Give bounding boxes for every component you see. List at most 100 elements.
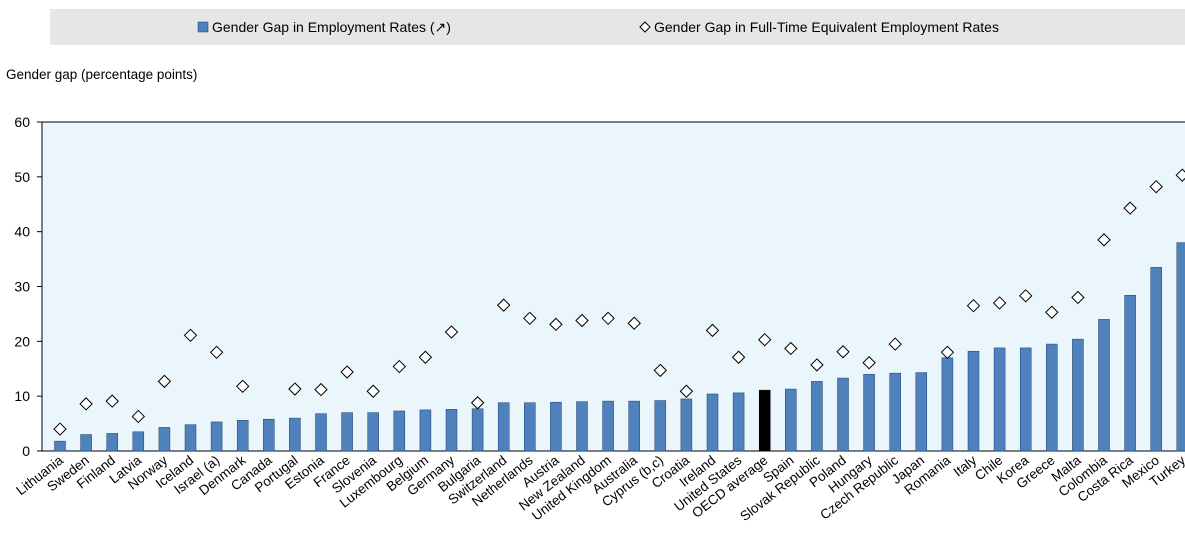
diamond-marker [627, 316, 641, 330]
bar [54, 440, 66, 452]
diamond-marker [705, 323, 720, 338]
diamond-marker [470, 396, 485, 410]
bar [393, 410, 406, 452]
bar [497, 402, 510, 452]
diamond-marker [1149, 179, 1163, 194]
bar [889, 372, 901, 452]
bar [967, 350, 980, 452]
diamond-marker [392, 359, 407, 374]
diamond-marker [1175, 168, 1185, 182]
bar [236, 420, 249, 452]
bar [576, 401, 588, 452]
legend-label: Gender Gap in Full-Time Equivalent Emplo… [654, 19, 999, 35]
diamond-marker [731, 350, 746, 364]
diamond-marker [183, 328, 198, 343]
bar [445, 409, 458, 452]
bar [158, 427, 171, 452]
diamond-marker [888, 337, 902, 351]
bar [941, 357, 954, 452]
diamond-marker [679, 384, 694, 398]
bar [367, 412, 379, 452]
bar [1098, 319, 1110, 452]
diamond-marker [862, 356, 876, 370]
bar [785, 388, 797, 452]
bar [837, 377, 849, 452]
bar [80, 434, 92, 452]
legend-label: Gender Gap in Employment Rates (↗) [212, 19, 451, 35]
bar [315, 413, 327, 452]
bar [419, 409, 432, 452]
diamond-marker [314, 382, 328, 397]
bar [1176, 242, 1185, 452]
diamond-marker [288, 382, 302, 396]
diamond-marker [105, 394, 119, 408]
bar [628, 400, 640, 452]
diamond-marker [1045, 305, 1059, 319]
diamond-marker [340, 365, 354, 379]
y-tick-label: 10 [14, 388, 30, 404]
diamond-marker [940, 345, 955, 360]
diamond-marker [131, 409, 146, 424]
diamond-marker [992, 296, 1007, 310]
bar [210, 421, 223, 452]
diamond-marker [1018, 289, 1033, 303]
diamond-marker [601, 311, 615, 326]
bar [1072, 338, 1084, 452]
bar [1150, 267, 1162, 452]
bar [184, 424, 197, 452]
diamond-marker [235, 379, 250, 394]
diamond-marker [810, 358, 824, 372]
y-tick-label: 40 [14, 224, 30, 240]
bar [993, 347, 1006, 452]
diamond-marker [53, 422, 67, 436]
y-tick-label: 30 [14, 279, 30, 295]
diamond-marker [157, 374, 172, 389]
bar [471, 408, 484, 452]
y-tick-label: 60 [14, 114, 30, 130]
bar [1019, 347, 1032, 452]
bar [341, 412, 353, 452]
bar [654, 400, 667, 452]
bar [550, 401, 562, 452]
bar [289, 417, 301, 452]
diamond-marker [1123, 201, 1137, 215]
legend-box [50, 9, 1185, 45]
diamond-marker [757, 332, 772, 347]
bar [706, 393, 719, 452]
diamond-marker [418, 350, 433, 364]
bar [915, 372, 928, 452]
bar [106, 433, 118, 452]
bar [263, 418, 275, 452]
bar [680, 398, 693, 452]
diamond-marker [366, 384, 380, 398]
bar [863, 373, 875, 452]
diamond-marker [209, 345, 224, 360]
legend-marker [639, 21, 651, 33]
bar [602, 400, 614, 452]
bar [758, 389, 771, 452]
diamond-marker [1071, 290, 1085, 305]
bar [524, 402, 536, 452]
diamond-marker [575, 313, 589, 328]
y-tick-label: 0 [22, 443, 30, 459]
diamond-marker [496, 298, 511, 312]
y-tick-label: 20 [14, 333, 30, 349]
diamond-marker [784, 341, 798, 356]
diamond-marker [1097, 233, 1111, 247]
bar [811, 381, 823, 452]
bar [732, 392, 745, 452]
diamond-marker [836, 345, 850, 359]
diamond-marker [523, 311, 537, 326]
diamond-marker [653, 363, 668, 378]
y-axis-label: Gender gap (percentage points) [6, 67, 198, 82]
y-tick-label: 50 [14, 169, 30, 185]
diamond-marker [966, 298, 981, 313]
legend-marker [197, 21, 209, 33]
bar [132, 431, 145, 452]
diamond-marker [444, 325, 459, 339]
diamond-marker [549, 317, 563, 332]
bar [1046, 343, 1058, 452]
diamond-marker [79, 397, 93, 411]
